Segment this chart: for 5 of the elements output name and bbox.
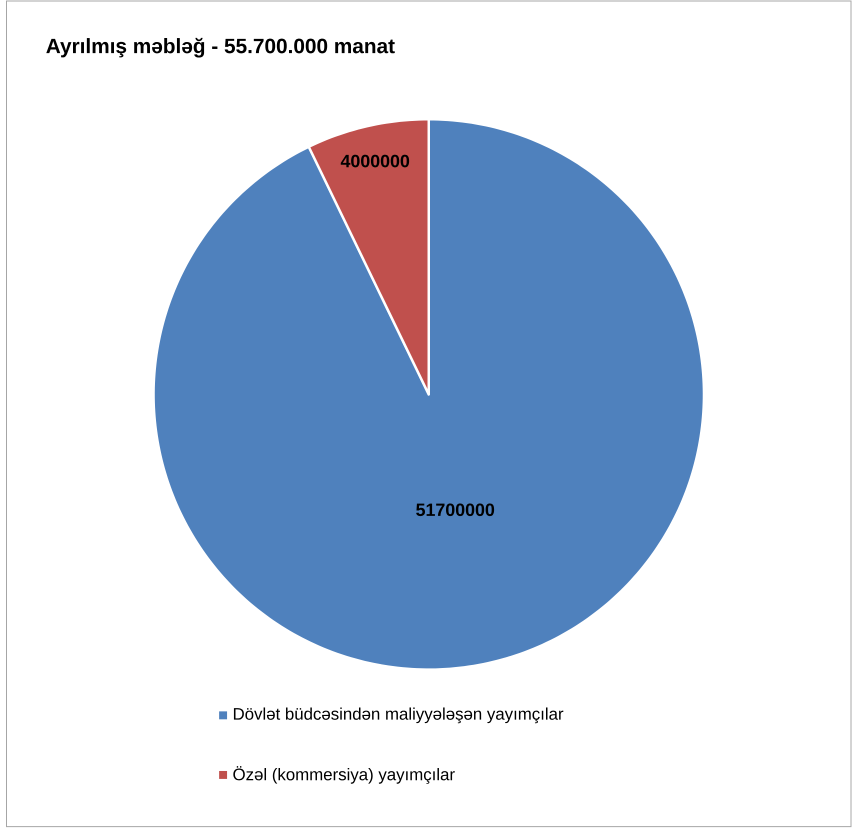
- legend-label: Özəl (kommersiya) yayımçılar: [233, 766, 455, 784]
- data-label: 51700000: [416, 504, 494, 516]
- data-label: 4000000: [340, 154, 410, 168]
- chart-title: Ayrılmış məbləğ - 55.700.000 manat: [46, 38, 395, 58]
- legend-label: Dövlət büdcəsindən maliyyələşən yayımçılar: [234, 708, 564, 724]
